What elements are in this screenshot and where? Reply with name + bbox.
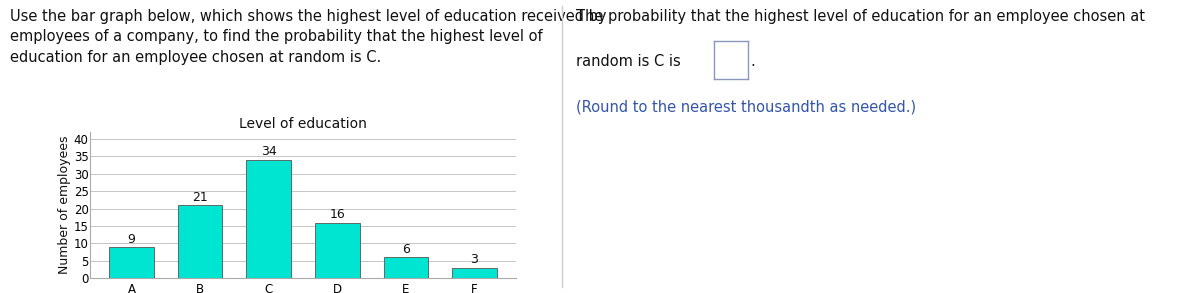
Text: The probability that the highest level of education for an employee chosen at: The probability that the highest level o… — [576, 9, 1145, 24]
Text: (Round to the nearest thousandth as needed.): (Round to the nearest thousandth as need… — [576, 100, 916, 115]
Bar — [178, 205, 222, 278]
Text: Use the bar graph below, which shows the highest level of education received by
: Use the bar graph below, which shows the… — [10, 9, 606, 64]
Bar — [246, 160, 292, 278]
Text: 9: 9 — [127, 233, 136, 246]
Y-axis label: Number of employees: Number of employees — [58, 136, 71, 274]
Bar — [384, 258, 428, 278]
Bar — [109, 247, 154, 278]
Bar — [314, 223, 360, 278]
Bar — [452, 268, 497, 278]
Text: 6: 6 — [402, 243, 409, 256]
Text: 34: 34 — [260, 145, 277, 158]
Text: 21: 21 — [192, 191, 208, 204]
Title: Level of education: Level of education — [239, 117, 367, 131]
Text: 3: 3 — [470, 253, 479, 267]
Text: .: . — [750, 54, 755, 69]
Text: random is C is: random is C is — [576, 54, 685, 69]
Text: 16: 16 — [329, 208, 346, 221]
